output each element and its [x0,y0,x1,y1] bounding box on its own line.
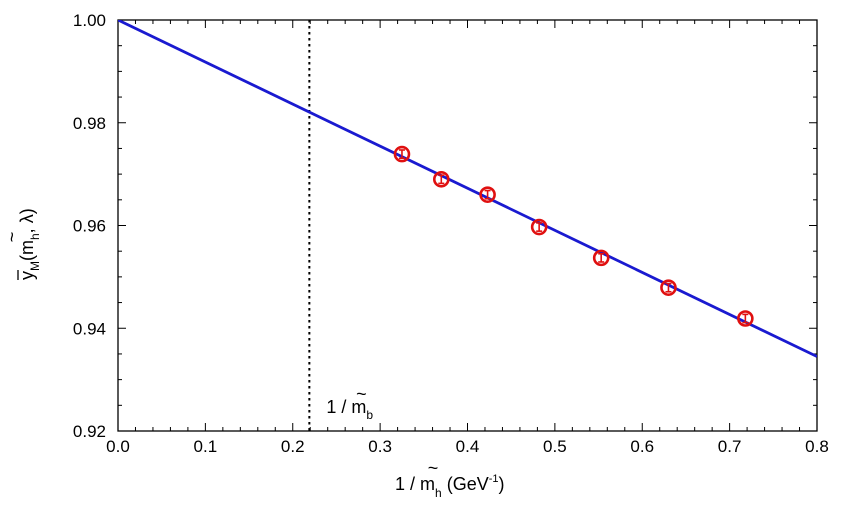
plot-area [118,20,817,431]
vline-label-symbol: m [351,397,366,417]
vline-label: 1 / mb [326,397,373,422]
y-label-tilde: ~ [2,232,22,243]
y-tick-label: 0.98 [73,114,106,133]
x-tick-label: 0.4 [456,437,480,456]
x-label-symbol: m [420,474,435,494]
x-label-prefix: 1 / [395,474,420,494]
x-tick-label: 0.2 [281,437,305,456]
y-tick-label: 0.94 [73,319,106,338]
x-label-subscript: h [435,486,442,500]
y-label-symbol: y [17,271,37,280]
data-point [393,145,411,163]
x-label-unit-close: ) [499,474,505,494]
vline-label-subscript: b [366,408,373,422]
plot-frame [117,19,818,432]
y-label-m: m [17,240,37,255]
x-tick-label: 0.8 [805,437,829,456]
x-label-tilde: ~ [428,458,439,478]
x-label-unit-open: (GeV [442,474,489,494]
x-label-unit-sup: -1 [489,473,499,485]
y-tick-label: 1.00 [73,11,106,30]
x-tick-label: 0.3 [368,437,392,456]
vline-label-prefix: 1 / [326,397,351,417]
fit-line [118,20,817,358]
x-tick-label: 0.1 [194,437,218,456]
data-point [660,279,677,296]
x-tick-label: 0.0 [106,437,130,456]
x-tick-label: 0.6 [630,437,654,456]
y-label-rest: , λ) [17,208,37,233]
x-tick-label: 0.5 [543,437,567,456]
y-tick-label: 0.92 [73,422,106,441]
y-label-open: ( [17,255,37,261]
y-axis-label-group: yM(mh, λ)~ [2,208,42,280]
data-point [737,310,754,327]
data-point [530,218,548,236]
x-axis-label: 1 / mh (GeV-1) [395,473,505,500]
y-label-m-sub: h [28,233,42,240]
data-point [432,170,450,188]
y-tick-label: 0.96 [73,217,106,236]
x-tick-label: 0.7 [718,437,742,456]
vline-label-tilde: ~ [356,384,367,404]
y-label-subscript: M [28,261,42,271]
data-point [592,249,610,267]
data-point [479,186,496,203]
y-axis-label: yM(mh, λ) [17,208,42,280]
